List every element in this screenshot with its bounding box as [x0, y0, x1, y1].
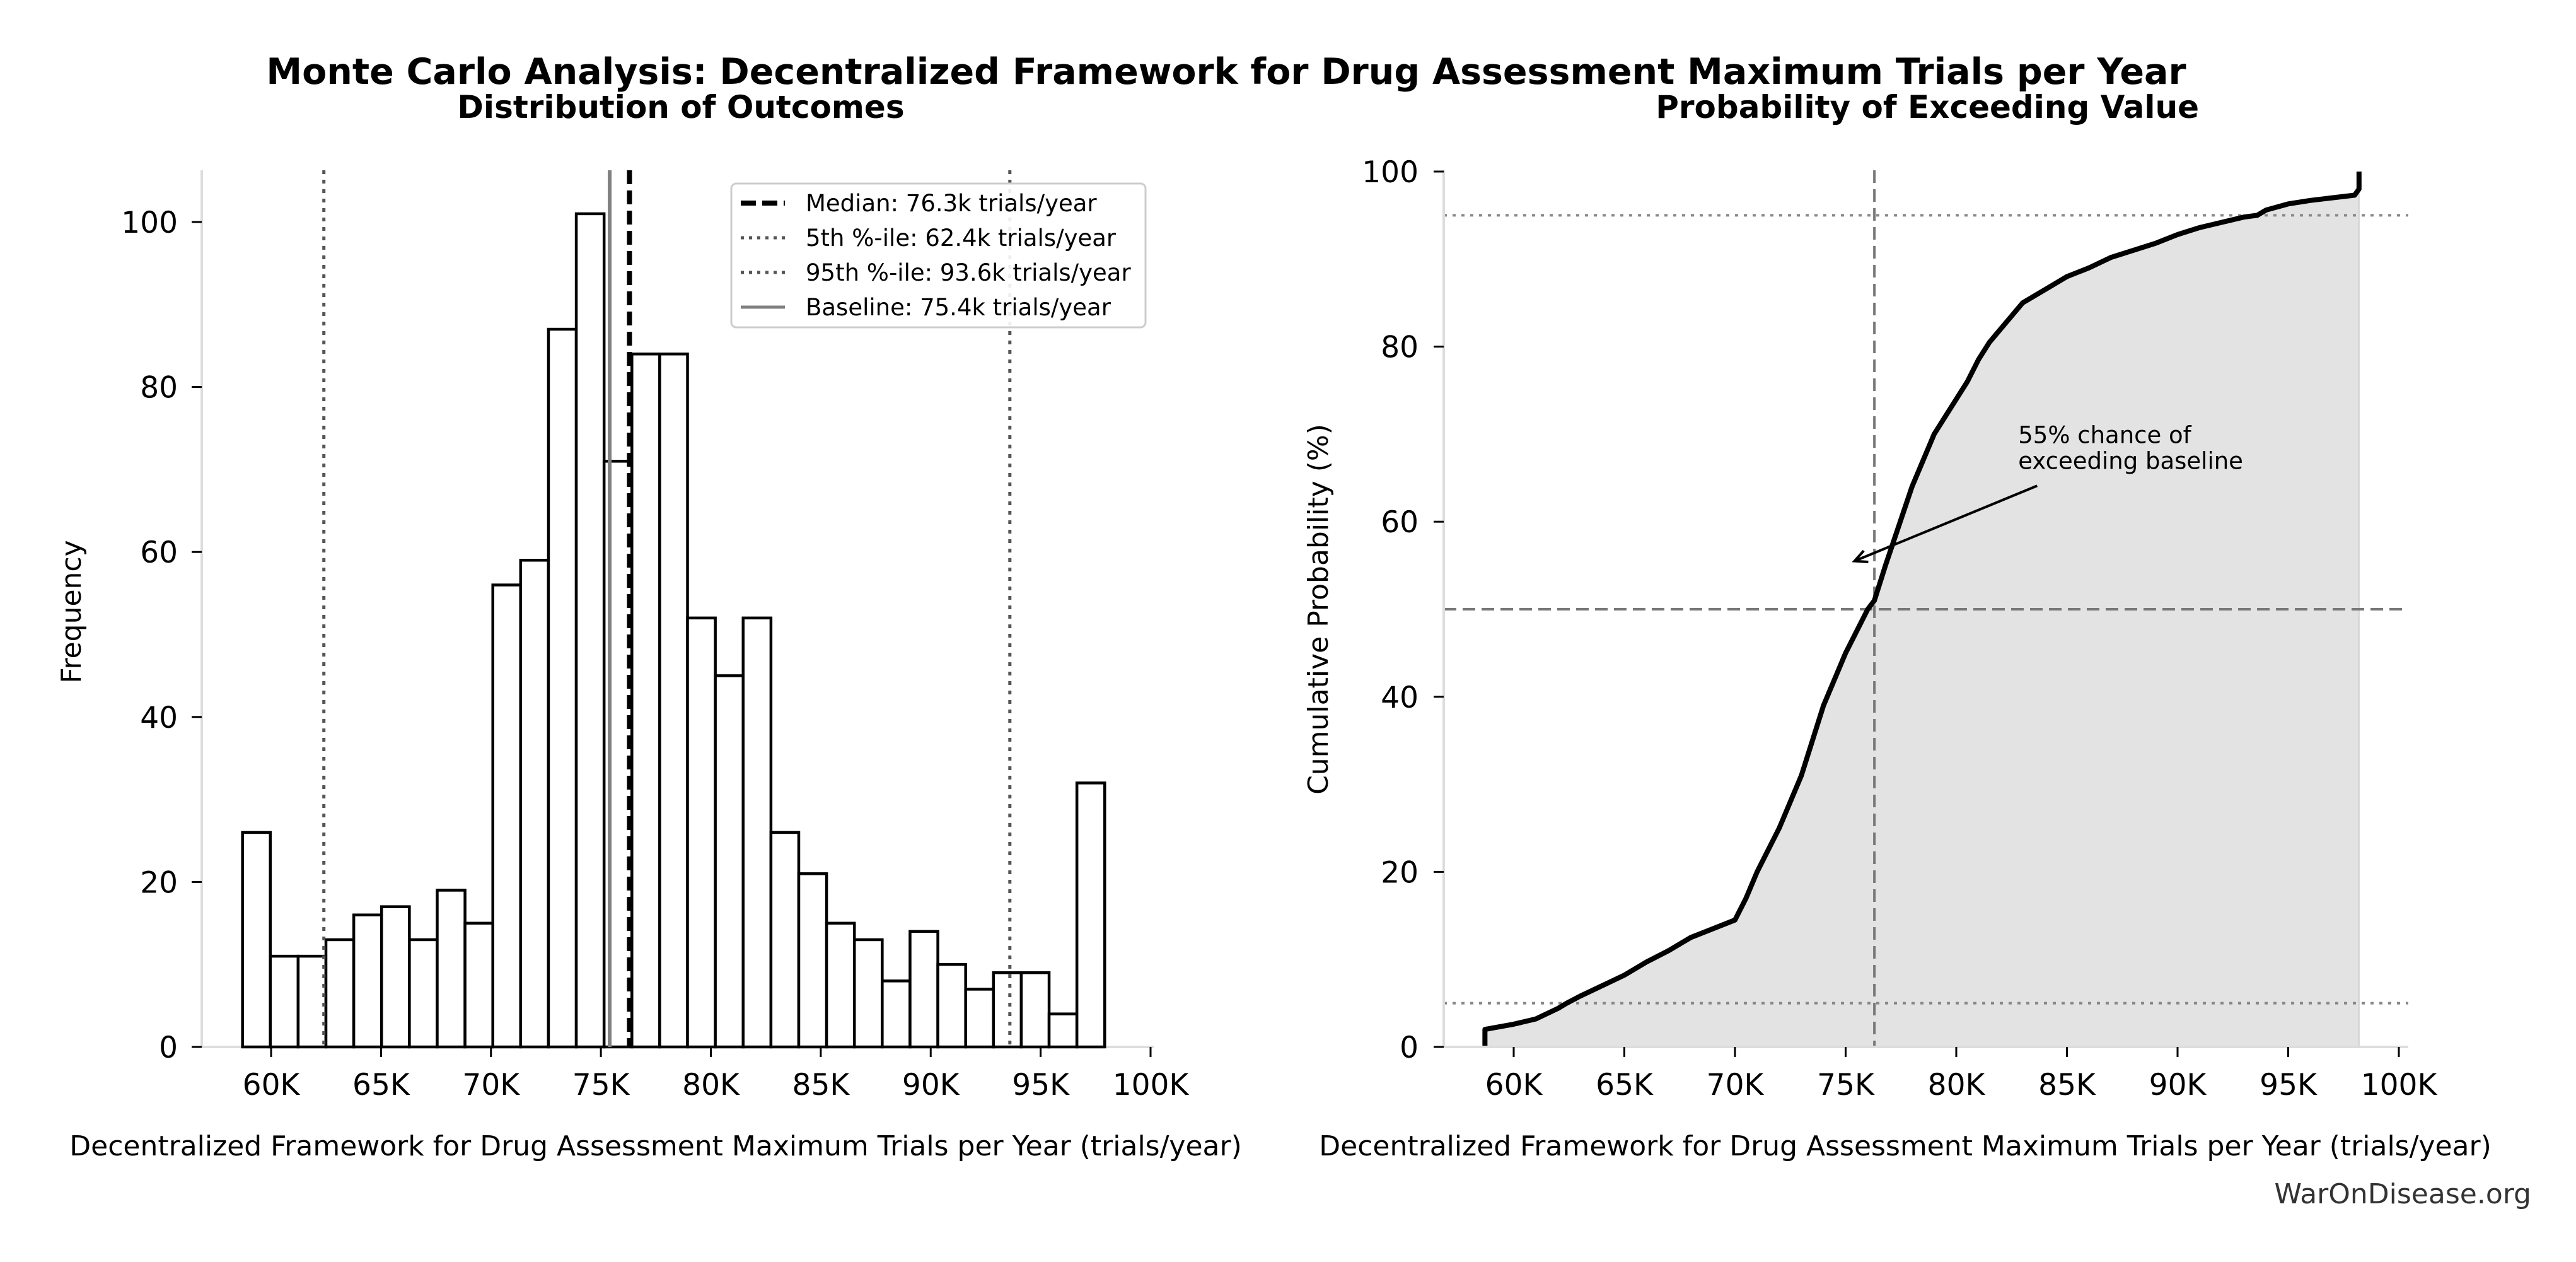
cdf-ylabel: Cumulative Probability (%)	[1303, 424, 1335, 795]
cdf-xlabel: Decentralized Framework for Drug Assessm…	[1319, 1130, 2492, 1162]
histogram-bar	[741, 616, 773, 1049]
hist-ytick-label: 40	[140, 701, 178, 735]
cdf-xtick-label: 70K	[1707, 1068, 1765, 1102]
hist-ytick-label: 60	[140, 535, 178, 570]
histogram-bar	[352, 913, 383, 1049]
histogram-bar	[324, 938, 356, 1049]
legend-label-median: Median: 76.3k trials/year	[806, 190, 1097, 217]
histogram-panel: 0 20 40 60 80 100 60K 65K 70K 75K 80K 85K 90K 95K 100K…	[121, 170, 1189, 1102]
annotation-text-line: 55% chance of	[2018, 421, 2191, 448]
cdf-ytick-label: 100	[1362, 155, 1419, 190]
cdf-panel: 0 20 40 60 80 100 60K 65K 70K 75K 80K 85K 90K 95K 100K…	[1362, 155, 2437, 1102]
histogram-bar	[519, 559, 550, 1049]
legend-frame	[730, 182, 1147, 329]
histogram-bar	[936, 962, 967, 1049]
histogram-bar	[964, 988, 995, 1049]
figure-suptitle: Monte Carlo Analysis: Decentralized Fram…	[266, 51, 2186, 93]
histogram-bar	[463, 921, 494, 1049]
histogram-bar	[1047, 1012, 1079, 1049]
hist-ytick-label: 80	[140, 371, 178, 406]
histogram-bar	[992, 971, 1023, 1049]
annotation-arrow-shaft	[1854, 484, 2038, 563]
legend-label-baseline: Baseline: 75.4k trials/year	[806, 294, 1111, 321]
hist-xtick-label: 75K	[572, 1068, 630, 1102]
hist-xtick-label: 60K	[243, 1068, 301, 1102]
histogram-bar	[658, 353, 689, 1049]
histogram-bar	[825, 921, 856, 1049]
hist-xtick-label: 65K	[352, 1068, 410, 1102]
cdf-ytick-label: 20	[1381, 855, 1419, 890]
legend-label-p95: 95th %-ile: 93.6k trials/year	[806, 259, 1131, 286]
cdf-xtick-label: 95K	[2260, 1068, 2318, 1102]
histogram-bar	[547, 327, 578, 1049]
histogram-bar	[241, 831, 272, 1049]
histogram-bar	[380, 905, 411, 1049]
hist-xtick-label: 80K	[682, 1068, 740, 1102]
cdf-xtick-label: 100K	[2361, 1068, 2438, 1102]
hist-ytick-label: 0	[159, 1031, 178, 1065]
annotation-arrow-head-icon	[1852, 549, 1869, 563]
cdf-xtick-label: 90K	[2149, 1068, 2207, 1102]
cdf-xtick-label: 75K	[1817, 1068, 1875, 1102]
histogram-bar	[296, 954, 328, 1049]
hist-xtick-label: 70K	[462, 1068, 520, 1102]
histogram-bar	[769, 831, 801, 1049]
histogram-bar	[881, 979, 912, 1049]
hist-ytick-label: 20	[140, 865, 178, 900]
hist-xtick-label: 95K	[1012, 1068, 1070, 1102]
histogram-bar	[630, 353, 661, 1049]
histogram-bar	[408, 938, 439, 1049]
hist-legend: Median: 76.3k trials/year 5th %-ile: 62.4…	[730, 182, 1147, 329]
cdf-title: Probability of Exceeding Value	[1656, 89, 2199, 126]
histogram-bar	[491, 583, 523, 1049]
hist-xtick-label: 90K	[902, 1068, 960, 1102]
cdf-xtick-label: 80K	[1928, 1068, 1986, 1102]
histogram-bar	[1019, 971, 1051, 1049]
histogram-bar	[714, 674, 745, 1049]
histogram-bar	[686, 616, 717, 1049]
cdf-ytick-label: 40	[1381, 681, 1419, 715]
histogram-bar	[1075, 781, 1106, 1049]
histogram-bar	[797, 872, 828, 1049]
histogram-bar	[908, 930, 939, 1049]
hist-ytick-label: 100	[121, 206, 178, 240]
cdf-curve	[1482, 172, 2362, 1047]
watermark: WarOnDisease.org	[2275, 1178, 2531, 1210]
hist-xtick-label: 85K	[792, 1068, 850, 1102]
histogram-bar	[574, 212, 606, 1049]
hist-xlabel: Decentralized Framework for Drug Assessm…	[69, 1130, 1242, 1162]
cdf-ytick-label: 80	[1381, 330, 1419, 365]
annotation-text-line: exceeding baseline	[2018, 447, 2243, 474]
hist-title: Distribution of Outcomes	[457, 89, 904, 126]
histogram-bar	[269, 954, 300, 1049]
cdf-xtick-label: 85K	[2038, 1068, 2096, 1102]
histogram-bar	[436, 889, 467, 1049]
cdf-xtick-label: 60K	[1485, 1068, 1543, 1102]
cdf-ytick-label: 0	[1400, 1031, 1419, 1065]
cdf-ytick-label: 60	[1381, 505, 1419, 540]
hist-xtick-label: 100K	[1113, 1068, 1190, 1102]
histogram-bar	[852, 938, 884, 1049]
hist-ylabel: Frequency	[55, 540, 88, 683]
cdf-xtick-label: 65K	[1596, 1068, 1654, 1102]
legend-label-p5: 5th %-ile: 62.4k trials/year	[806, 225, 1117, 252]
